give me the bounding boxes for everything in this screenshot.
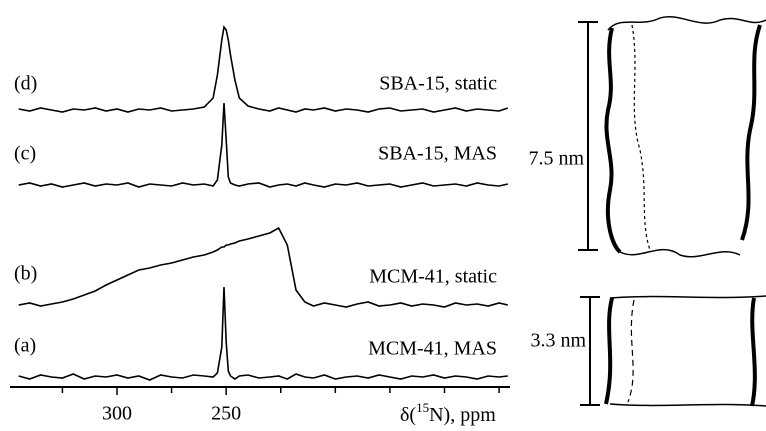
series-name: SBA-15, MAS [378,143,497,165]
x-axis-label-part: δ( [400,404,416,426]
x-tick-label: 300 [102,403,132,425]
series-name: MCM-41, static [369,266,497,288]
series-tag: (b) [14,263,37,285]
series-name: MCM-41, MAS [368,338,497,360]
series-name: SBA-15, static [379,73,497,95]
pore-wall [604,27,622,254]
series-tag: (a) [14,335,36,357]
spectrum [18,102,508,188]
x-axis-label-sup: 15 [416,400,429,415]
pore-hidden-wall [627,299,635,403]
pore-size: 7.5 nm [528,148,584,170]
x-axis-label-part: N), ppm [429,404,496,426]
pore-wall [740,24,762,241]
spectrum [18,226,508,308]
pore-outline [605,16,766,258]
series-tag: (d) [14,73,37,95]
series-tag: (c) [14,143,36,165]
spectrum [18,25,509,113]
x-tick-label: 250 [211,403,241,425]
spectrum [18,286,508,381]
pore-hidden-wall [631,24,651,251]
pore-diagram [578,16,766,407]
pore-wall [604,297,614,405]
pore-outline [609,295,766,407]
x-axis-label: δ(15N), ppm [400,400,496,426]
pore-size: 3.3 nm [530,330,586,352]
pore-wall [750,297,757,407]
